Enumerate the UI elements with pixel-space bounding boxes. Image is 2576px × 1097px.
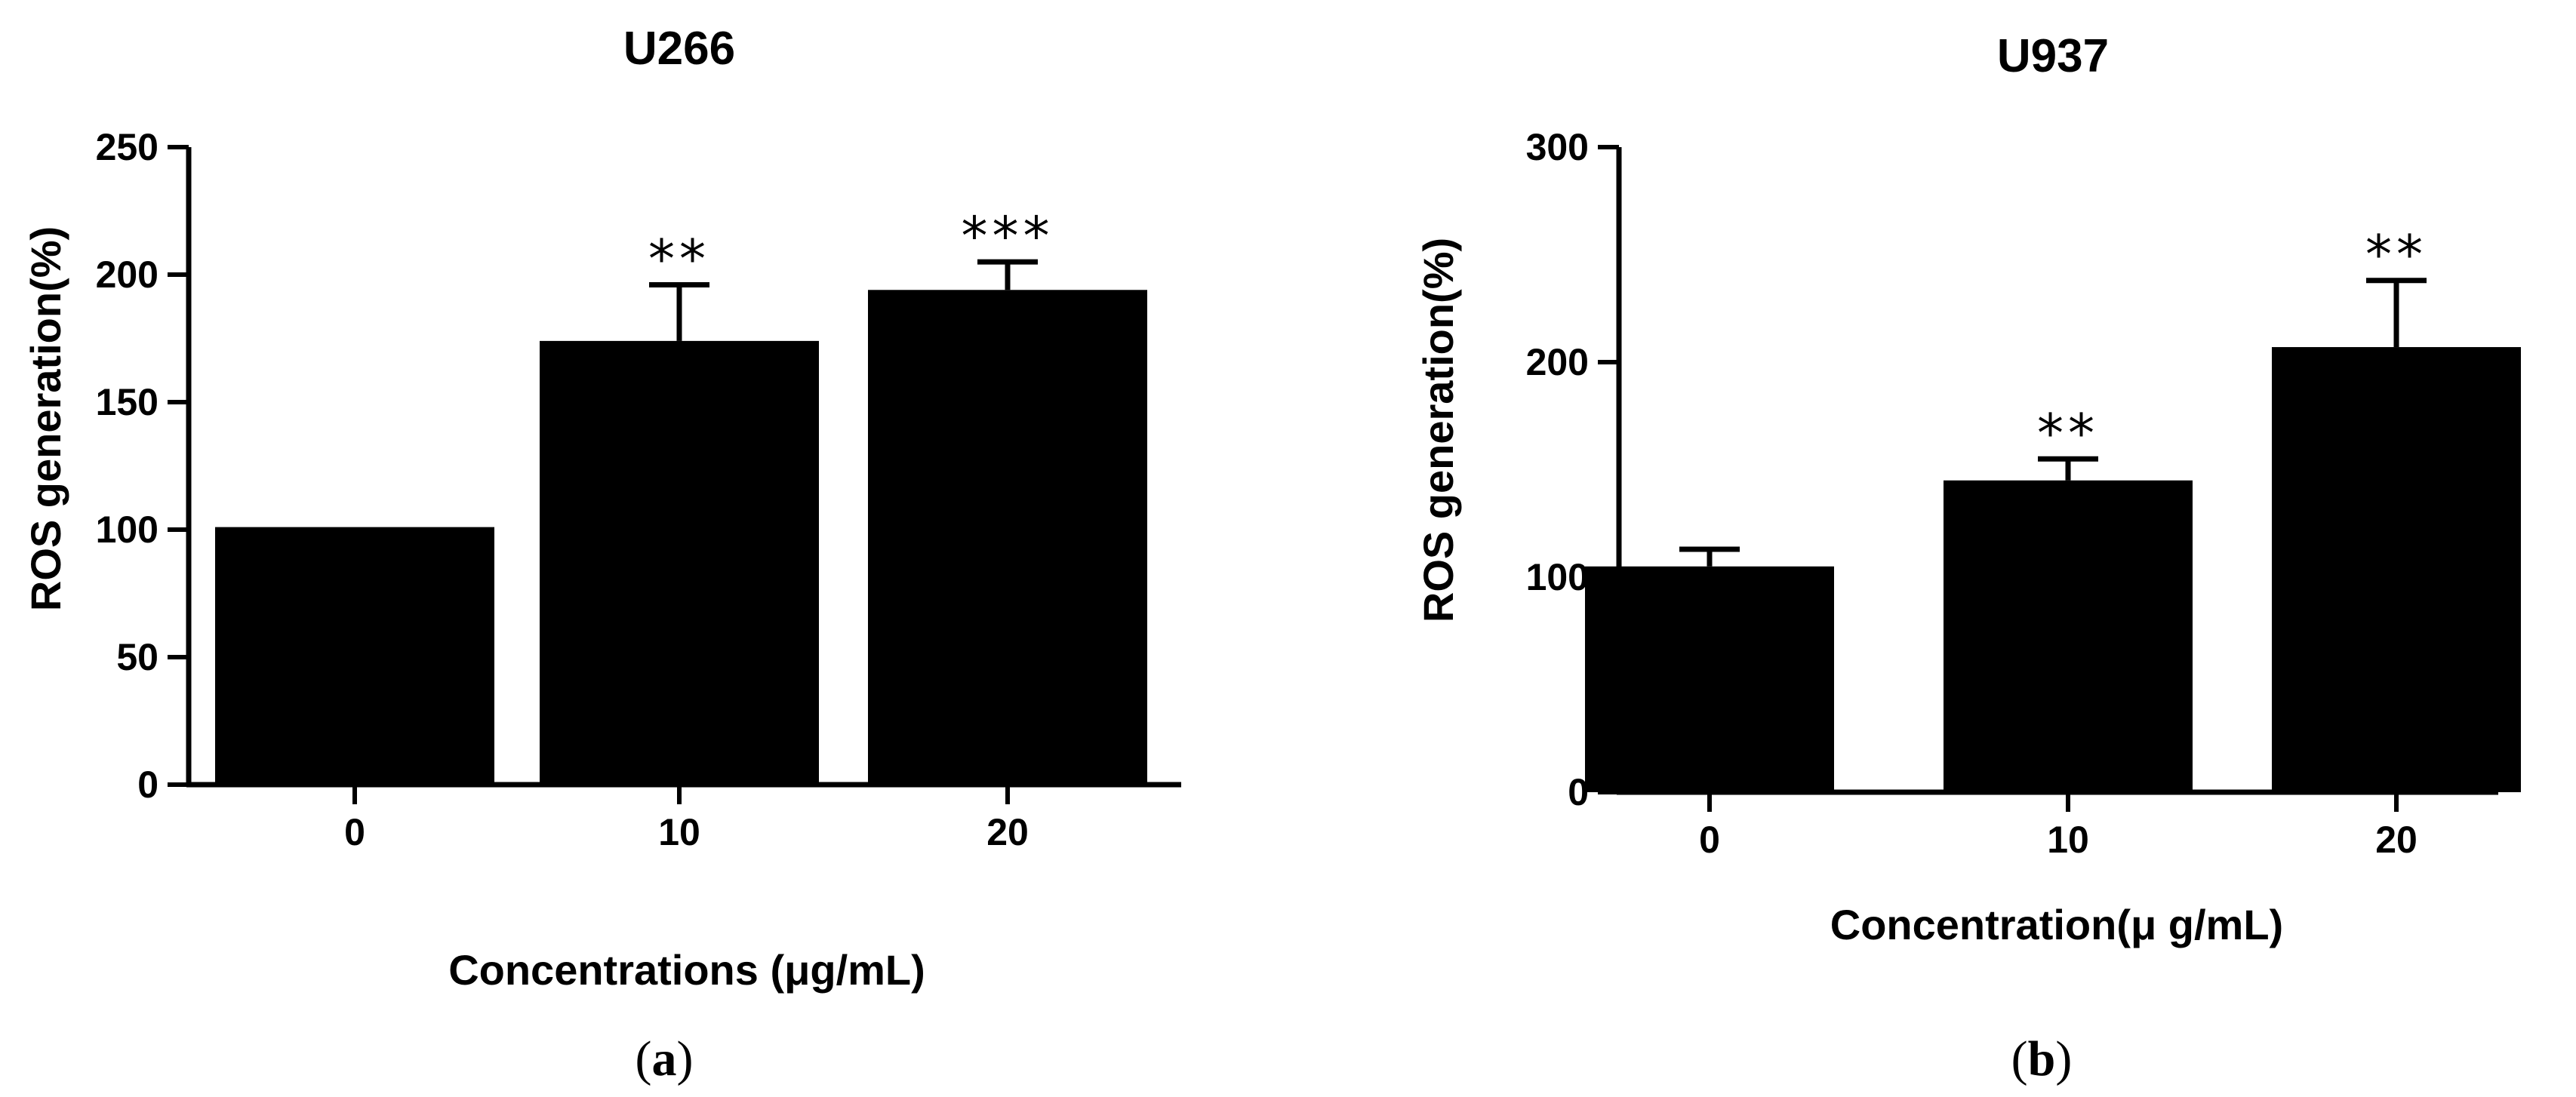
- bar: [868, 290, 1147, 785]
- x-tick-label: 0: [344, 811, 365, 853]
- panel-label: (a): [636, 1031, 694, 1086]
- y-tick-label: 200: [1526, 341, 1589, 383]
- x-tick-label: 20: [2375, 819, 2418, 861]
- plot-area: 0 50 100 150 200 250 0 10 ** 20 ***: [96, 126, 1181, 853]
- significance-label: **: [2037, 402, 2099, 464]
- x-tick-label: 20: [986, 811, 1029, 853]
- chart-panel-a: U266 ROS generation(%) Concentrations (μ…: [22, 23, 1181, 1086]
- chart-title: U266: [623, 23, 735, 75]
- y-tick-label: 200: [96, 254, 158, 296]
- y-tick-label: 100: [1526, 556, 1589, 598]
- panel-label: (b): [2011, 1031, 2073, 1086]
- bar: [1585, 566, 1834, 792]
- y-tick-label: 150: [96, 381, 158, 423]
- y-tick-label: 0: [137, 764, 158, 806]
- bar: [540, 340, 819, 785]
- y-axis-label: ROS generation(%): [1414, 238, 1462, 622]
- y-axis-label: ROS generation(%): [22, 226, 69, 611]
- x-tick-label: 10: [2047, 819, 2089, 861]
- x-tick-label: 10: [658, 811, 700, 853]
- y-tick-label: 300: [1526, 126, 1589, 168]
- y-tick-label: 50: [116, 636, 158, 678]
- significance-label: **: [648, 229, 710, 290]
- bar: [1944, 480, 2193, 792]
- y-tick-label: 100: [96, 509, 158, 551]
- x-axis-label: Concentration(μ g/mL): [1830, 901, 2283, 948]
- x-axis-label: Concentrations (μg/mL): [448, 946, 925, 994]
- bar: [2272, 347, 2521, 792]
- bar: [215, 527, 494, 785]
- x-tick-label: 0: [1699, 819, 1720, 861]
- y-tick-label: 250: [96, 126, 158, 168]
- significance-label: **: [2365, 224, 2427, 286]
- chart-panel-b: U937 ROS generation(%) Concentration(μ g…: [1414, 30, 2521, 1086]
- significance-label: ***: [962, 205, 1054, 267]
- chart-title: U937: [1997, 30, 2109, 82]
